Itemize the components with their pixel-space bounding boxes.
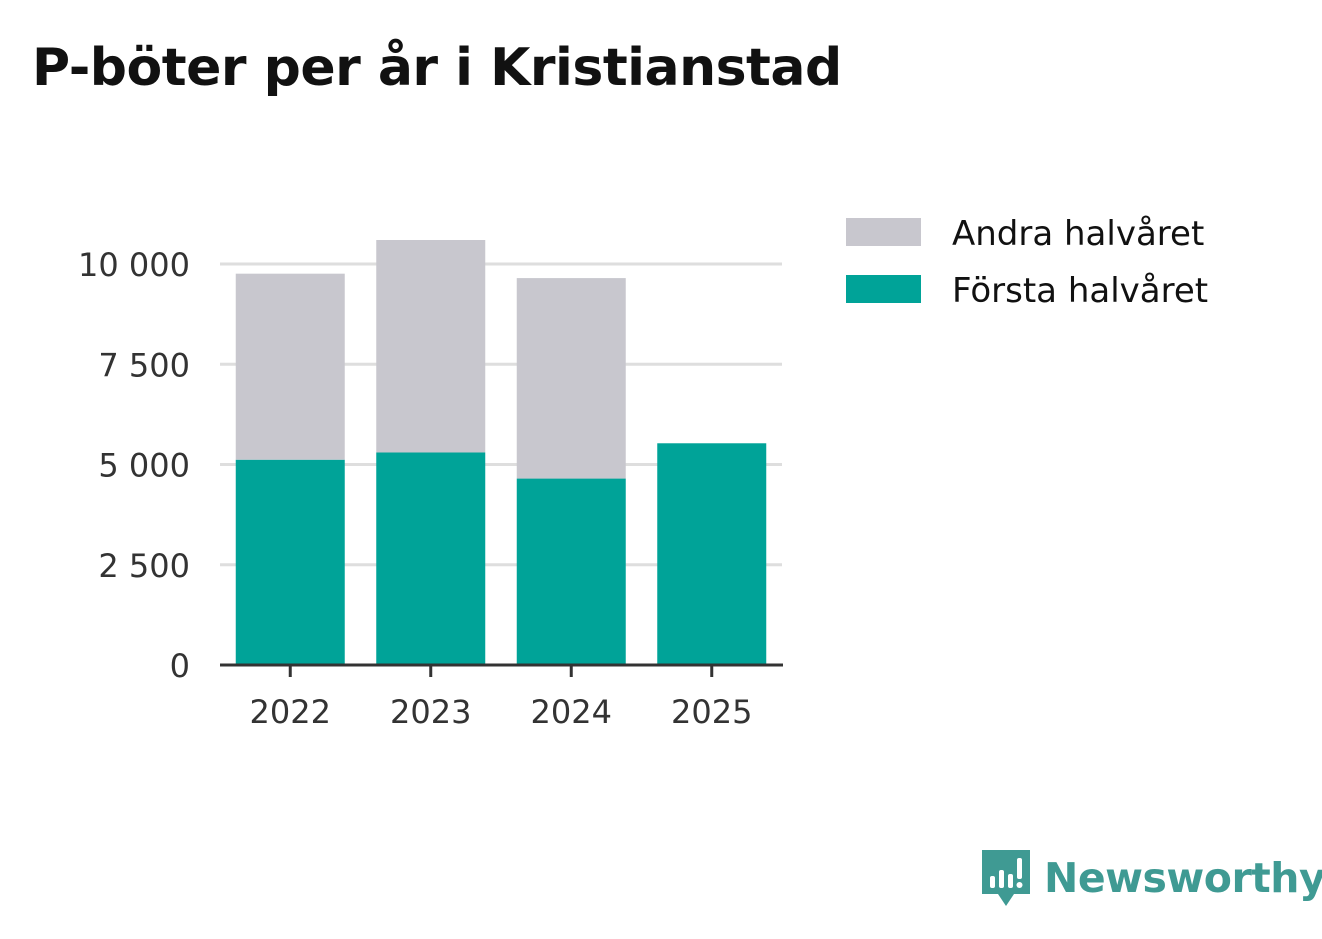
newsworthy-brand: Newsworthy xyxy=(980,848,1322,908)
legend-label-0: Andra halvåret xyxy=(952,214,1204,254)
y-tick-label-4: 10 000 xyxy=(78,246,190,284)
legend-label-1: Första halvåret xyxy=(952,271,1208,311)
bar-2024-första-halvåret xyxy=(516,478,626,665)
y-tick-label-3: 7 500 xyxy=(98,346,190,384)
chart-title: P-böter per år i Kristianstad xyxy=(32,38,842,98)
newsworthy-logo-icon xyxy=(982,850,1030,906)
bars xyxy=(235,240,767,665)
y-tick-label-2: 5 000 xyxy=(98,447,190,485)
bar-2024-andra-halvåret xyxy=(516,278,626,479)
bar-2022-andra-halvåret xyxy=(235,273,345,460)
legend-swatch-1 xyxy=(846,275,921,303)
brand-name: Newsworthy xyxy=(1044,854,1322,902)
legend-swatch-0 xyxy=(846,218,921,246)
x-tick-label-2025: 2025 xyxy=(671,693,752,731)
bar-2023-andra-halvåret xyxy=(376,240,486,453)
y-tick-label-1: 2 500 xyxy=(98,547,190,585)
bar-2023-första-halvåret xyxy=(376,452,486,665)
bar-2022-första-halvåret xyxy=(235,459,345,665)
y-tick-label-0: 0 xyxy=(170,647,190,685)
x-tick-label-2023: 2023 xyxy=(390,693,471,731)
legend: Andra halvåret Första halvåret xyxy=(846,214,1208,311)
x-tick-label-2024: 2024 xyxy=(531,693,612,731)
axes: 0 2 500 5 000 7 500 10 000 2022 2023 2024 2025 xyxy=(78,246,783,731)
x-tick-label-2022: 2022 xyxy=(250,693,331,731)
bar-2025-första-halvåret xyxy=(657,443,767,665)
